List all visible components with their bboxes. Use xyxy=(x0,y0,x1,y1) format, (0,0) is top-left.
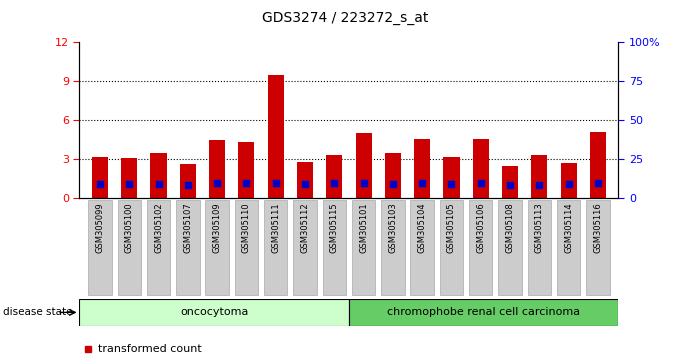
FancyBboxPatch shape xyxy=(349,299,618,326)
Bar xyxy=(326,155,342,198)
Text: GSM305099: GSM305099 xyxy=(95,202,104,253)
Text: GSM305105: GSM305105 xyxy=(447,202,456,253)
FancyBboxPatch shape xyxy=(117,200,141,295)
Text: transformed count: transformed count xyxy=(98,344,202,354)
FancyBboxPatch shape xyxy=(88,200,112,295)
Bar xyxy=(502,166,518,198)
Text: GSM305114: GSM305114 xyxy=(564,202,573,253)
Text: GSM305110: GSM305110 xyxy=(242,202,251,253)
Bar xyxy=(560,163,577,198)
FancyBboxPatch shape xyxy=(205,200,229,295)
Bar xyxy=(356,133,372,198)
Text: chromophobe renal cell carcinoma: chromophobe renal cell carcinoma xyxy=(387,307,580,318)
FancyBboxPatch shape xyxy=(439,200,463,295)
Bar xyxy=(590,132,606,198)
FancyBboxPatch shape xyxy=(352,200,375,295)
FancyBboxPatch shape xyxy=(79,299,349,326)
FancyBboxPatch shape xyxy=(498,200,522,295)
Text: GSM305108: GSM305108 xyxy=(506,202,515,253)
Text: GSM305104: GSM305104 xyxy=(417,202,426,253)
Bar xyxy=(385,153,401,198)
Text: oncocytoma: oncocytoma xyxy=(180,307,248,318)
Text: GSM305102: GSM305102 xyxy=(154,202,163,253)
Text: GSM305112: GSM305112 xyxy=(301,202,310,253)
Text: GSM305100: GSM305100 xyxy=(125,202,134,253)
Text: GSM305109: GSM305109 xyxy=(213,202,222,253)
Bar xyxy=(121,158,138,198)
Bar xyxy=(473,138,489,198)
Bar xyxy=(531,155,547,198)
Bar xyxy=(414,138,430,198)
FancyBboxPatch shape xyxy=(235,200,258,295)
FancyBboxPatch shape xyxy=(264,200,287,295)
Text: GSM305111: GSM305111 xyxy=(272,202,281,253)
Bar xyxy=(267,75,284,198)
Bar xyxy=(180,165,196,198)
Bar xyxy=(444,157,460,198)
FancyBboxPatch shape xyxy=(586,200,609,295)
Bar xyxy=(209,140,225,198)
Bar xyxy=(92,157,108,198)
Text: GSM305116: GSM305116 xyxy=(594,202,603,253)
FancyBboxPatch shape xyxy=(410,200,434,295)
FancyBboxPatch shape xyxy=(528,200,551,295)
FancyBboxPatch shape xyxy=(146,200,170,295)
Text: GSM305107: GSM305107 xyxy=(183,202,192,253)
FancyBboxPatch shape xyxy=(469,200,493,295)
Text: GSM305106: GSM305106 xyxy=(476,202,485,253)
Bar xyxy=(297,162,313,198)
FancyBboxPatch shape xyxy=(293,200,316,295)
Text: GSM305101: GSM305101 xyxy=(359,202,368,253)
FancyBboxPatch shape xyxy=(557,200,580,295)
Bar xyxy=(151,153,167,198)
Text: disease state: disease state xyxy=(3,307,73,318)
Text: GDS3274 / 223272_s_at: GDS3274 / 223272_s_at xyxy=(263,11,428,25)
FancyBboxPatch shape xyxy=(323,200,346,295)
FancyBboxPatch shape xyxy=(176,200,200,295)
Bar xyxy=(238,142,254,198)
FancyBboxPatch shape xyxy=(381,200,405,295)
Text: GSM305103: GSM305103 xyxy=(388,202,397,253)
Text: GSM305113: GSM305113 xyxy=(535,202,544,253)
Text: GSM305115: GSM305115 xyxy=(330,202,339,253)
